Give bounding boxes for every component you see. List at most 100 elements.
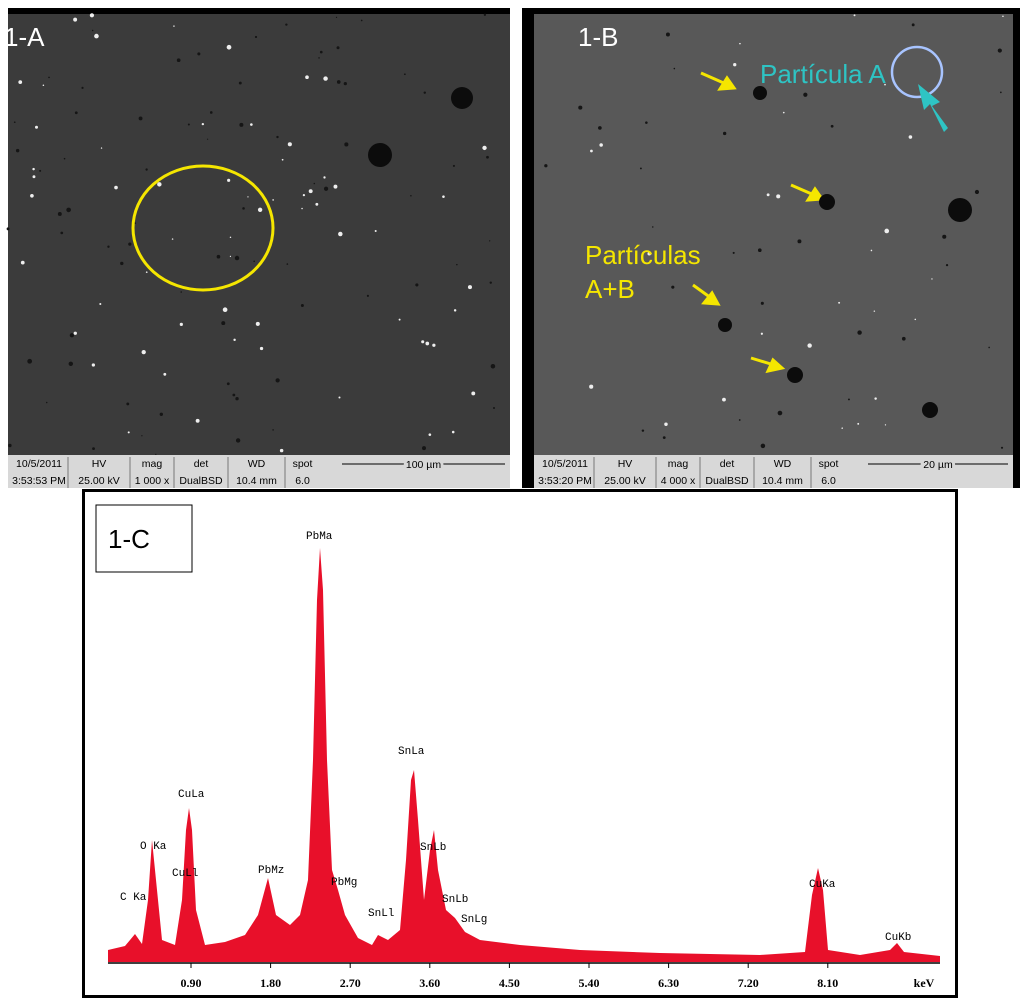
speck bbox=[235, 256, 239, 260]
speck bbox=[885, 424, 886, 425]
info-header: WD bbox=[774, 458, 792, 470]
speck bbox=[663, 436, 666, 439]
speck bbox=[180, 323, 183, 326]
info-header: spot bbox=[819, 458, 839, 470]
speck bbox=[324, 187, 328, 191]
speck bbox=[280, 449, 283, 452]
speck bbox=[652, 226, 653, 227]
speck bbox=[120, 262, 123, 265]
speck bbox=[75, 111, 78, 114]
panel-label: 1-B bbox=[578, 22, 618, 52]
speck bbox=[99, 303, 101, 305]
speck bbox=[235, 397, 238, 400]
speck bbox=[303, 194, 305, 196]
speck bbox=[160, 413, 163, 416]
speck bbox=[453, 165, 455, 167]
speck bbox=[21, 261, 25, 265]
speck bbox=[142, 350, 146, 354]
speck bbox=[14, 121, 16, 123]
speck bbox=[39, 170, 41, 172]
speck bbox=[128, 243, 131, 246]
speck bbox=[640, 167, 642, 169]
speck bbox=[404, 73, 406, 75]
x-tick-label: 8.10 bbox=[817, 976, 838, 990]
speck bbox=[425, 342, 429, 346]
speck bbox=[468, 285, 472, 289]
info-value: 3:53:53 PM bbox=[12, 475, 66, 487]
speck bbox=[210, 111, 213, 114]
scale-label: 100 µm bbox=[406, 459, 441, 471]
speck bbox=[664, 423, 667, 426]
speck bbox=[874, 397, 876, 399]
speck bbox=[739, 43, 741, 45]
peak-label: CuKb bbox=[885, 932, 911, 944]
peak-label: SnLl bbox=[368, 908, 394, 920]
peak-label: PbMa bbox=[306, 531, 333, 543]
speck bbox=[778, 411, 783, 416]
speck bbox=[60, 232, 63, 235]
speck bbox=[871, 250, 873, 252]
speck bbox=[733, 252, 735, 254]
speck bbox=[598, 126, 602, 130]
speck bbox=[456, 264, 458, 266]
x-unit: keV bbox=[914, 976, 935, 990]
pore bbox=[718, 318, 732, 332]
speck bbox=[975, 190, 979, 194]
speck bbox=[338, 232, 342, 236]
info-value: 6.0 bbox=[295, 475, 310, 487]
speck bbox=[94, 34, 99, 39]
speck bbox=[90, 13, 94, 17]
speck bbox=[776, 194, 780, 198]
speck bbox=[422, 446, 426, 450]
panel-label: 1-A bbox=[4, 22, 45, 52]
separator bbox=[510, 8, 522, 488]
speck bbox=[163, 373, 166, 376]
speck bbox=[645, 121, 648, 124]
speck bbox=[73, 18, 77, 22]
speck bbox=[375, 230, 377, 232]
speck bbox=[114, 186, 118, 190]
pore bbox=[368, 143, 392, 167]
speck bbox=[482, 146, 486, 150]
speck bbox=[671, 286, 674, 289]
peak-label: PbMg bbox=[331, 877, 357, 889]
speck bbox=[589, 385, 593, 389]
speck bbox=[287, 263, 289, 265]
speck bbox=[227, 382, 230, 385]
peak-label: PbMz bbox=[258, 865, 284, 877]
speck bbox=[282, 159, 284, 161]
peak-label: SnLb bbox=[420, 842, 446, 854]
speck bbox=[323, 176, 325, 178]
speck bbox=[309, 189, 313, 193]
figure: 1-A 1-B Partícula A Partículas A+B 1-C C… bbox=[0, 0, 1020, 998]
speck bbox=[767, 193, 770, 196]
speck bbox=[230, 237, 231, 238]
speck bbox=[239, 123, 243, 127]
speck bbox=[207, 139, 208, 140]
speck bbox=[172, 238, 173, 239]
speck bbox=[253, 261, 255, 263]
speck bbox=[315, 203, 318, 206]
speck bbox=[81, 87, 83, 89]
speck bbox=[337, 80, 341, 84]
speck bbox=[146, 271, 148, 273]
speck bbox=[338, 396, 340, 398]
speck bbox=[217, 255, 221, 259]
speck bbox=[272, 199, 274, 201]
pore bbox=[819, 194, 835, 210]
speck bbox=[92, 447, 95, 450]
info-header: spot bbox=[293, 458, 313, 470]
x-tick-label: 1.80 bbox=[260, 976, 281, 990]
speck bbox=[797, 239, 801, 243]
pore bbox=[753, 86, 767, 100]
speck bbox=[301, 208, 303, 210]
annotation: Partícula A bbox=[760, 59, 886, 89]
speck bbox=[92, 363, 95, 366]
speck bbox=[74, 332, 77, 335]
speck bbox=[255, 36, 257, 38]
speck bbox=[334, 185, 338, 189]
speck bbox=[66, 208, 71, 213]
speck bbox=[399, 319, 401, 321]
speck bbox=[841, 427, 843, 429]
speck bbox=[761, 302, 764, 305]
